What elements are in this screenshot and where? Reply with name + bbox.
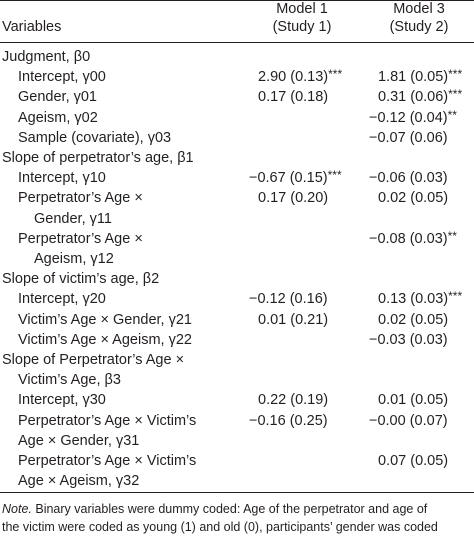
- model3-value: 0.07 (0.05): [378, 453, 449, 469]
- header-variables: Variables: [2, 19, 62, 35]
- model3-value: 0.02 (0.05): [378, 190, 449, 206]
- row-label: Victim’s Age × Gender, γ21: [18, 312, 192, 328]
- row-label: Gender, γ01: [18, 89, 97, 105]
- row-label: Gender, γ11: [34, 211, 112, 227]
- model3-value: 0.31 (0.06): [378, 89, 449, 105]
- row-label: Ageism, γ02: [18, 110, 98, 126]
- header-study2: (Study 2): [389, 19, 449, 35]
- model3-value: 0.01 (0.05): [378, 392, 449, 408]
- header-model1: Model 1: [276, 1, 328, 17]
- model3-value: −0.03 (0.03): [369, 332, 448, 348]
- model3-significance-stars: ***: [448, 67, 463, 81]
- bottom-rule: [0, 492, 474, 493]
- model3-value: −0.08 (0.03): [369, 231, 448, 247]
- model1-significance-stars: ***: [327, 168, 342, 182]
- header-model3: Model 3: [393, 1, 445, 17]
- model3-value: −0.06 (0.03): [369, 170, 448, 186]
- model1-value: −0.67 (0.15): [249, 170, 328, 186]
- row-label: Perpetrator’s Age × Victim’s: [18, 413, 197, 429]
- model3-value: 1.81 (0.05): [378, 69, 449, 85]
- model1-value: 0.17 (0.18): [258, 89, 329, 105]
- model1-value: 0.01 (0.21): [258, 312, 329, 328]
- row-label: Perpetrator’s Age ×: [18, 231, 143, 247]
- row-label: Slope of perpetrator’s age, β1: [2, 150, 194, 166]
- row-label: Victim’s Age, β3: [18, 372, 121, 388]
- model1-value: 2.90 (0.13): [258, 69, 329, 85]
- row-label: Intercept, γ30: [18, 392, 106, 408]
- note-text-1: Binary variables were dummy coded: Age o…: [31, 502, 428, 516]
- model1-value: −0.12 (0.16): [249, 291, 328, 307]
- model3-value: −0.12 (0.04): [369, 110, 448, 126]
- row-label: Sample (covariate), γ03: [18, 130, 172, 146]
- model1-significance-stars: ***: [328, 67, 343, 81]
- row-label: Age × Gender, γ31: [18, 433, 140, 449]
- row-label: Age × Ageism, γ32: [18, 473, 140, 489]
- row-label: Ageism, γ12: [34, 251, 114, 267]
- table-note-line2: the victim were coded as young (1) and o…: [2, 520, 438, 534]
- model3-significance-stars: **: [447, 108, 457, 122]
- row-label: Intercept, γ00: [18, 69, 106, 85]
- model3-value: −0.07 (0.06): [369, 130, 448, 146]
- row-label: Perpetrator’s Age ×: [18, 190, 143, 206]
- top-rule: [0, 0, 474, 1]
- row-label: Intercept, γ20: [18, 291, 106, 307]
- model3-significance-stars: ***: [448, 289, 463, 303]
- row-label: Slope of victim’s age, β2: [2, 271, 160, 287]
- model3-significance-stars: ***: [448, 87, 463, 101]
- model1-value: 0.17 (0.20): [258, 190, 329, 206]
- header-rule: [0, 42, 474, 43]
- model3-value: 0.02 (0.05): [378, 312, 449, 328]
- row-label: Perpetrator’s Age × Victim’s: [18, 453, 197, 469]
- note-label: Note.: [2, 502, 32, 516]
- table-note-line1: Note. Binary variables were dummy coded:…: [2, 500, 427, 518]
- row-label: Judgment, β0: [2, 49, 91, 65]
- row-label: Intercept, γ10: [18, 170, 106, 186]
- row-label: Slope of Perpetrator’s Age ×: [2, 352, 185, 368]
- model3-value: −0.00 (0.07): [369, 413, 448, 429]
- model1-value: 0.22 (0.19): [258, 392, 329, 408]
- model3-value: 0.13 (0.03): [378, 291, 449, 307]
- model1-value: −0.16 (0.25): [249, 413, 328, 429]
- row-label: Victim’s Age × Ageism, γ22: [18, 332, 192, 348]
- header-study1: (Study 1): [272, 19, 332, 35]
- model3-significance-stars: **: [447, 229, 457, 243]
